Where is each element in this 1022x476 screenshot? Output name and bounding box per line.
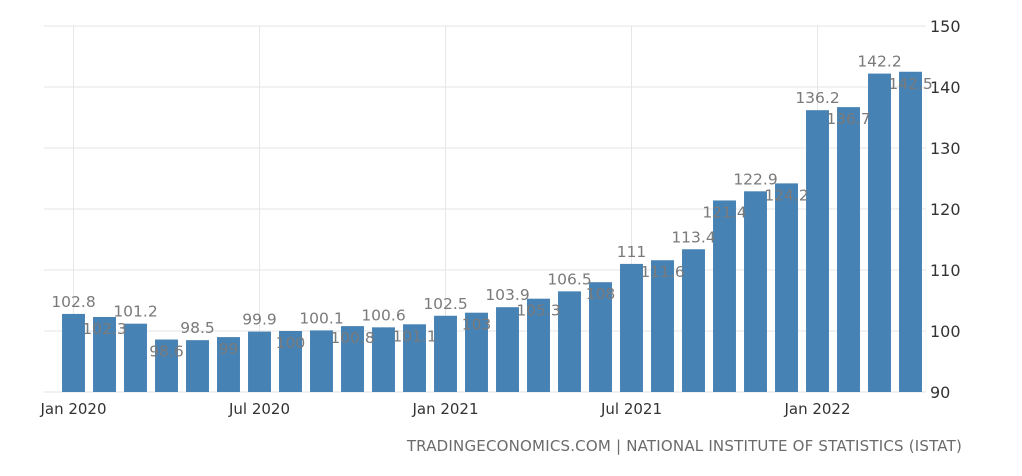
y-tick-label: 90 (930, 383, 950, 402)
data-label: 106.5 (547, 270, 591, 288)
data-label: 108 (586, 285, 616, 303)
data-label: 142.2 (857, 53, 901, 71)
x-tick-label: Jan 2021 (411, 400, 478, 418)
bar (217, 337, 240, 392)
bar (744, 191, 767, 392)
y-tick-label: 110 (930, 261, 961, 280)
bar (372, 327, 395, 392)
bar (124, 323, 147, 392)
data-label: 99.9 (242, 311, 277, 329)
data-label: 98.5 (180, 319, 215, 337)
bar (403, 324, 426, 392)
data-label: 98.6 (149, 343, 184, 361)
data-label: 100 (276, 334, 306, 352)
x-tick-label: Jan 2020 (39, 400, 106, 418)
data-label: 122.9 (733, 170, 777, 188)
bar (93, 316, 116, 392)
data-label: 100.1 (299, 309, 343, 327)
data-label: 136.2 (795, 89, 839, 107)
bar (837, 107, 860, 392)
bar (496, 307, 519, 392)
y-tick-label: 120 (930, 200, 961, 219)
bar (465, 312, 488, 392)
bar (279, 331, 302, 392)
data-label: 103.9 (485, 286, 529, 304)
bar (558, 291, 581, 392)
x-axis: Jan 2020 Jul 2020 Jan 2021 Jul 2021 Jan 2022 (39, 400, 850, 418)
bar (620, 263, 643, 392)
data-label: 113.4 (671, 228, 715, 246)
data-label: 136.7 (826, 110, 870, 128)
data-label: 101.2 (113, 303, 157, 321)
y-tick-label: 140 (930, 78, 961, 97)
bar (713, 200, 736, 392)
data-label: 101.1 (392, 327, 436, 345)
x-tick-label: Jan 2022 (783, 400, 850, 418)
data-label: 111.6 (640, 263, 684, 281)
y-axis: 90 100 110 120 130 140 150 (930, 17, 961, 402)
bar (868, 73, 891, 392)
data-label: 100.6 (361, 306, 405, 324)
bar (682, 249, 705, 392)
bar (806, 110, 829, 393)
bar (62, 313, 85, 392)
bar (775, 183, 798, 392)
bar (899, 71, 922, 392)
data-label: 121.4 (702, 203, 746, 221)
data-label: 99 (219, 340, 239, 358)
bar (527, 298, 550, 392)
bar (310, 330, 333, 392)
data-label: 142.5 (888, 75, 932, 93)
x-tick-label: Jul 2021 (600, 400, 662, 418)
y-tick-label: 130 (930, 139, 961, 158)
data-label: 105.3 (516, 302, 560, 320)
bar (155, 339, 178, 392)
y-tick-label: 150 (930, 17, 961, 36)
bar (248, 331, 271, 392)
data-label: 102.8 (51, 293, 95, 311)
data-label: 124.2 (764, 186, 808, 204)
data-label: 111 (617, 243, 647, 261)
bar (589, 282, 612, 392)
bars (62, 71, 922, 393)
data-label: 103 (462, 316, 492, 334)
y-tick-label: 100 (930, 322, 961, 341)
bar (651, 260, 674, 392)
data-label: 100.8 (330, 329, 374, 347)
bar (434, 315, 457, 392)
data-label: 102.5 (423, 295, 467, 313)
data-label: 102.3 (82, 320, 126, 338)
source-caption: TRADINGECONOMICS.COM | NATIONAL INSTITUT… (406, 437, 962, 455)
x-tick-label: Jul 2020 (228, 400, 290, 418)
bar (186, 340, 209, 392)
bar (341, 326, 364, 392)
